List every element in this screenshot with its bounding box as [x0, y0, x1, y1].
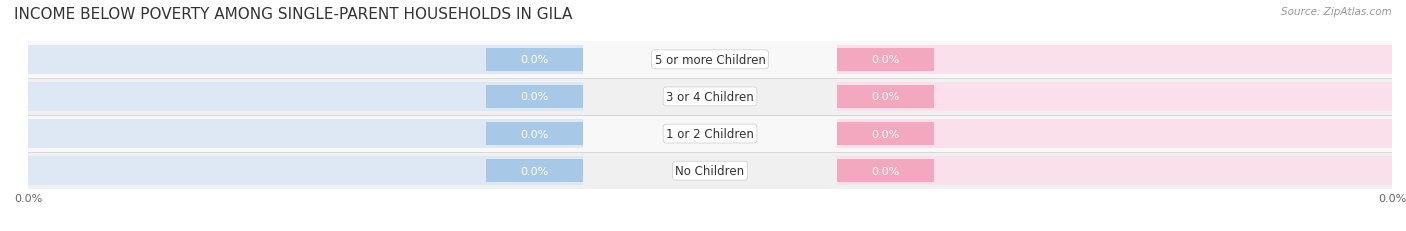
Bar	[28, 152, 1392, 189]
Text: 0.0%: 0.0%	[520, 129, 548, 139]
Bar	[837, 85, 934, 109]
Bar	[486, 85, 583, 109]
Bar	[486, 49, 583, 72]
Bar	[28, 79, 1392, 116]
Text: 0.0%: 0.0%	[520, 92, 548, 102]
Text: INCOME BELOW POVERTY AMONG SINGLE-PARENT HOUSEHOLDS IN GILA: INCOME BELOW POVERTY AMONG SINGLE-PARENT…	[14, 7, 572, 22]
Bar	[837, 46, 1392, 74]
Bar	[837, 159, 934, 182]
Text: 3 or 4 Children: 3 or 4 Children	[666, 91, 754, 103]
Bar	[837, 120, 1392, 148]
Bar	[28, 42, 1392, 79]
Text: 0.0%: 0.0%	[872, 55, 900, 65]
Bar	[28, 83, 583, 111]
Text: No Children: No Children	[675, 164, 745, 177]
Text: 0.0%: 0.0%	[872, 129, 900, 139]
Text: 0.0%: 0.0%	[520, 166, 548, 176]
Text: 0.0%: 0.0%	[872, 92, 900, 102]
Text: 5 or more Children: 5 or more Children	[655, 54, 765, 67]
Bar	[837, 122, 934, 146]
Bar	[28, 116, 1392, 152]
Bar	[28, 157, 583, 185]
Bar	[837, 157, 1392, 185]
Bar	[28, 120, 583, 148]
Text: 0.0%: 0.0%	[872, 166, 900, 176]
Bar	[837, 83, 1392, 111]
Bar	[837, 49, 934, 72]
Bar	[486, 159, 583, 182]
Bar	[486, 122, 583, 146]
Text: Source: ZipAtlas.com: Source: ZipAtlas.com	[1281, 7, 1392, 17]
Text: 0.0%: 0.0%	[520, 55, 548, 65]
Bar	[28, 46, 583, 74]
Text: 1 or 2 Children: 1 or 2 Children	[666, 128, 754, 140]
